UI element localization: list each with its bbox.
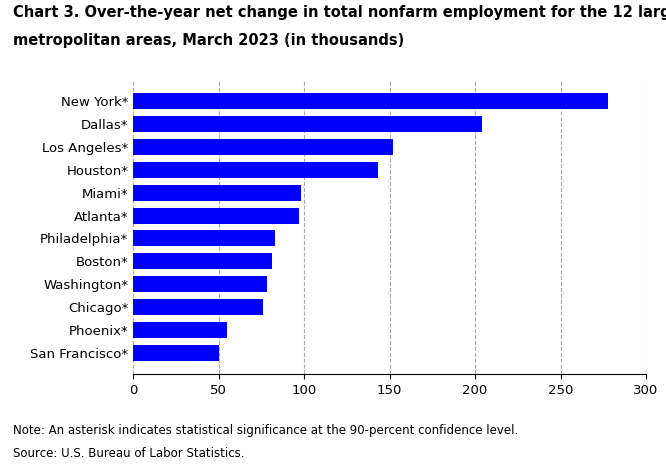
- Bar: [133, 207, 299, 224]
- Bar: [133, 253, 272, 270]
- Bar: [133, 139, 393, 155]
- Bar: [133, 276, 266, 292]
- Bar: [133, 230, 275, 247]
- Bar: [133, 116, 482, 132]
- Bar: [133, 93, 609, 109]
- Bar: [133, 299, 263, 315]
- Bar: [133, 345, 218, 361]
- Bar: [133, 184, 301, 201]
- Text: Chart 3. Over-the-year net change in total nonfarm employment for the 12 largest: Chart 3. Over-the-year net change in tot…: [13, 5, 666, 20]
- Bar: [133, 322, 227, 338]
- Text: metropolitan areas, March 2023 (in thousands): metropolitan areas, March 2023 (in thous…: [13, 33, 404, 48]
- Bar: [133, 161, 378, 178]
- Text: Note: An asterisk indicates statistical significance at the 90-percent confidenc: Note: An asterisk indicates statistical …: [13, 424, 519, 437]
- Text: Source: U.S. Bureau of Labor Statistics.: Source: U.S. Bureau of Labor Statistics.: [13, 447, 245, 460]
